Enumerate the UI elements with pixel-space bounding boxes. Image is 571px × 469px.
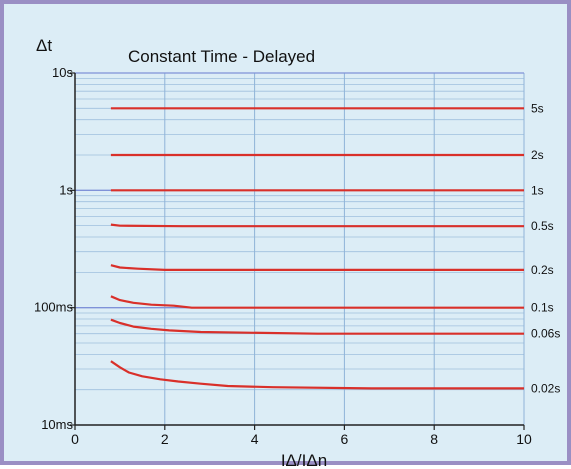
y-tick-label: 10ms: [41, 417, 73, 432]
series-line-0.02s: [110, 360, 524, 390]
series-label-0.1s: 0.1s: [531, 301, 554, 315]
x-axis-label: IΔ/IΔn: [281, 451, 327, 469]
series-line-0.5s: [110, 223, 524, 228]
x-tick-label: 6: [341, 431, 349, 447]
x-tick-label: 4: [251, 431, 259, 447]
x-ticks: 0 2 4 6 8 10: [71, 425, 532, 447]
series-label-2s: 2s: [531, 148, 544, 162]
y-tick-label: 1s: [59, 182, 73, 197]
series-line-0.06s: [110, 318, 524, 335]
x-tick-label: 8: [430, 431, 438, 447]
series-label-0.5s: 0.5s: [531, 219, 554, 233]
x-tick-label: 10: [516, 431, 532, 447]
series-line-0.2s: [110, 264, 524, 271]
series-label-5s: 5s: [531, 101, 544, 115]
series-group: [110, 107, 524, 390]
series-label-1s: 1s: [531, 183, 544, 197]
y-tick-label: 10s: [52, 65, 73, 80]
chart-svg: 0 2 4 6 8 10 10s 1s 100ms 10ms 5s 2s 1s 0.5s 0.2s 0.1…: [34, 36, 560, 469]
plot-area: [75, 73, 524, 425]
series-label-0.2s: 0.2s: [531, 263, 554, 277]
y-ticks: 10s 1s 100ms 10ms: [34, 65, 75, 432]
x-tick-label: 2: [161, 431, 169, 447]
y-axis-label: Δt: [36, 36, 52, 55]
chart-title: Constant Time - Delayed: [128, 47, 315, 66]
series-line-0.1s: [110, 295, 524, 309]
series-label-0.02s: 0.02s: [531, 381, 560, 395]
series-label-0.06s: 0.06s: [531, 327, 560, 341]
series-labels: 5s 2s 1s 0.5s 0.2s 0.1s 0.06s 0.02s: [531, 101, 560, 395]
y-tick-label: 100ms: [34, 300, 74, 315]
x-tick-label: 0: [71, 431, 79, 447]
